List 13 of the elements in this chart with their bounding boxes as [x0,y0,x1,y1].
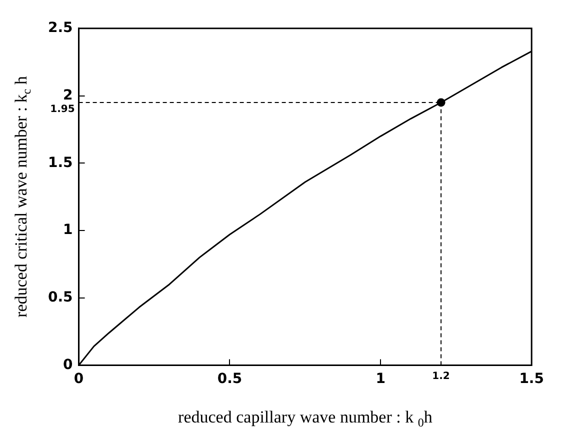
x-tick-label: 0.5 [217,371,242,388]
y-tick-label: 0.5 [48,289,73,306]
y-tick-label: 2 [63,87,73,104]
ref-line-label: 1.2 [432,370,450,382]
ref-line-label: 1.95 [50,104,75,116]
x-tick-label: 1.5 [519,371,544,388]
y-axis-title: reduced critical wave number : kc h [11,76,34,318]
y-tick-label: 1 [63,222,73,238]
y-tick-label: 2.5 [48,20,73,36]
y-tick-label: 0 [63,356,74,373]
y-tick-label: 1.5 [48,154,73,171]
x-tick-label: 1 [376,371,386,388]
x-tick-label: 0 [74,371,84,388]
